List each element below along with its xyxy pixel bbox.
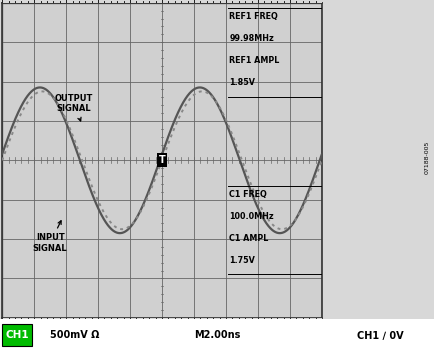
Text: OUTPUT
SIGNAL: OUTPUT SIGNAL [55,94,93,121]
Text: 1.85V: 1.85V [229,78,255,88]
Text: 500mV Ω: 500mV Ω [50,330,99,340]
Text: CH1: CH1 [5,330,29,340]
Text: 1.75V: 1.75V [229,257,254,265]
Text: CH1 ∕ 0V: CH1 ∕ 0V [356,330,403,340]
Text: C1 FREQ: C1 FREQ [229,190,266,199]
Text: REF1 FREQ: REF1 FREQ [229,12,277,21]
Text: 99.98MHz: 99.98MHz [229,34,273,43]
Text: T: T [158,155,165,165]
FancyBboxPatch shape [2,324,32,346]
Text: INPUT
SIGNAL: INPUT SIGNAL [33,221,67,253]
Text: C1 AMPL: C1 AMPL [229,234,268,243]
Text: 100.0MHz: 100.0MHz [229,212,273,221]
Text: REF1 AMPL: REF1 AMPL [229,56,279,65]
Text: M2.00ns: M2.00ns [194,330,240,340]
Text: 07188-005: 07188-005 [424,141,429,174]
